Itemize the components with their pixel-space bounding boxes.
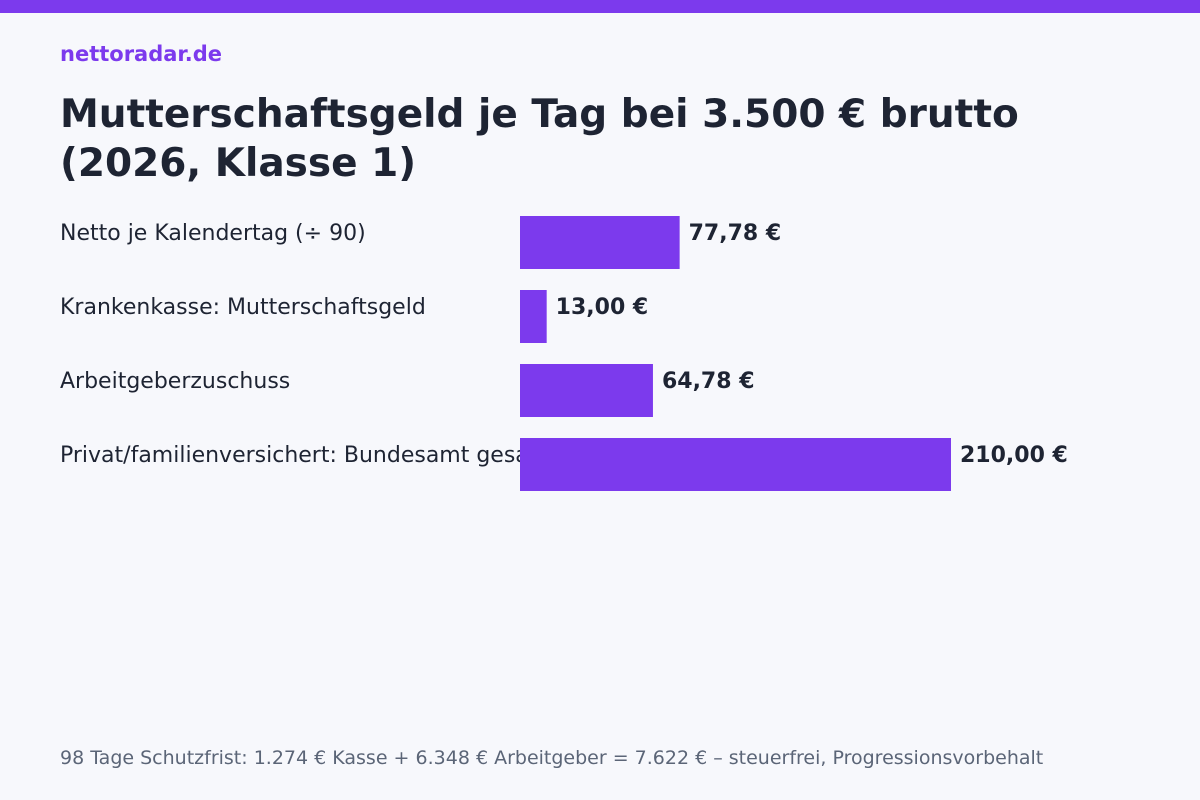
brand-logo-text[interactable]: nettoradar.de — [60, 42, 223, 66]
bar-category-label: Privat/familienversichert: Bundesamt ges… — [60, 443, 559, 468]
bar — [520, 438, 951, 491]
bar — [520, 216, 680, 269]
accent-top-bar — [0, 0, 1200, 13]
bar-value-label: 210,00 € — [960, 443, 1068, 468]
bar-category-label: Netto je Kalendertag (÷ 90) — [60, 221, 366, 246]
bar-category-label: Krankenkasse: Mutterschaftsgeld — [60, 295, 426, 320]
bar — [520, 364, 653, 417]
bar-value-label: 13,00 € — [556, 295, 649, 320]
bar-category-label: Arbeitgeberzuschuss — [60, 369, 290, 394]
bar — [520, 290, 547, 343]
chart-title: Mutterschaftsgeld je Tag bei 3.500 € bru… — [60, 92, 1019, 186]
bar-value-label: 64,78 € — [662, 369, 755, 394]
bar-value-label: 77,78 € — [689, 221, 782, 246]
chart-footnote: 98 Tage Schutzfrist: 1.274 € Kasse + 6.3… — [60, 747, 1044, 769]
